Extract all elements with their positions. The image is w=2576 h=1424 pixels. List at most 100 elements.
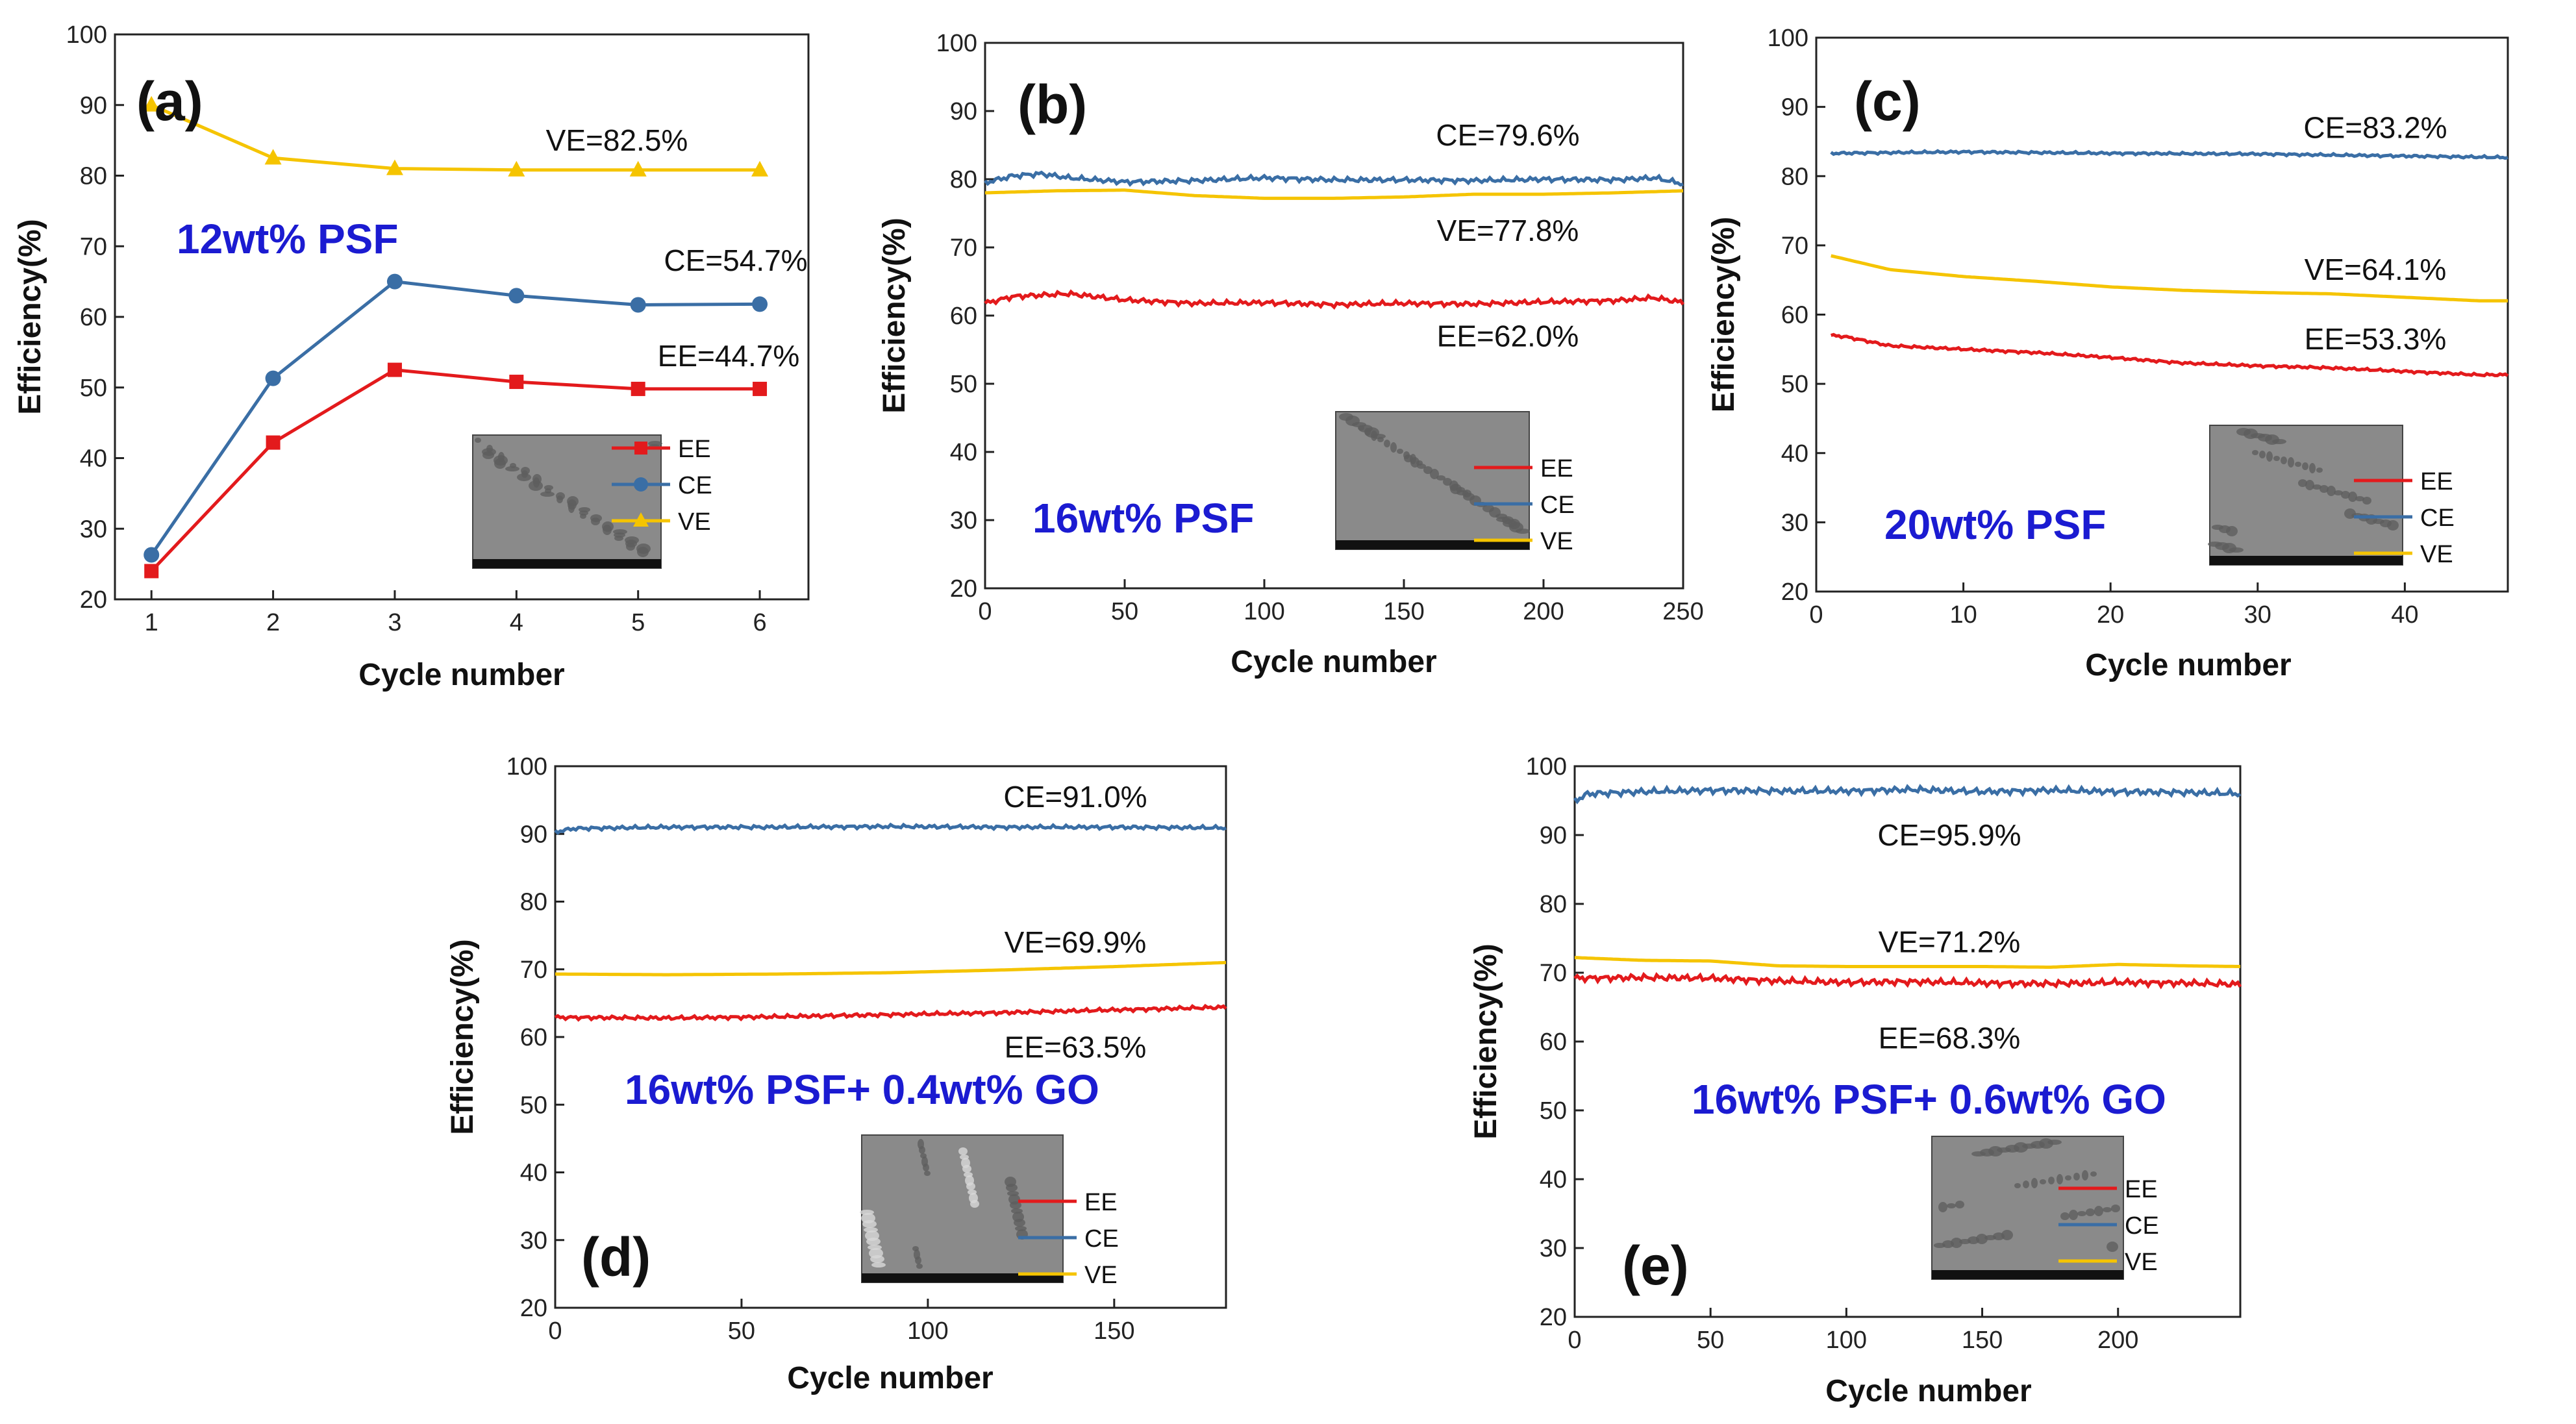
y-tick-label: 90 <box>80 92 107 119</box>
x-tick-label: 150 <box>1962 1327 2003 1354</box>
data-point-ve <box>386 159 403 175</box>
legend-marker-ee <box>634 442 647 455</box>
y-tick-label: 80 <box>1540 891 1567 918</box>
series-line-ce <box>554 822 1227 835</box>
annotation-label: EE=62.0% <box>1437 319 1579 353</box>
data-point-ve <box>264 149 282 165</box>
annotation-label: EE=63.5% <box>1005 1031 1147 1064</box>
annotation-label: VE=82.5% <box>546 123 688 157</box>
y-tick-label: 40 <box>80 445 107 473</box>
series-line-ee <box>1830 332 2509 378</box>
legend: EE CE VE <box>2354 468 2455 568</box>
y-tick-label: 70 <box>1540 960 1567 987</box>
x-tick-label: 250 <box>1662 598 1703 625</box>
legend-label-ce: CE <box>2420 505 2455 532</box>
panel-label: (d) <box>581 1227 651 1288</box>
x-tick-label: 5 <box>631 609 645 636</box>
legend-label-ve: VE <box>678 508 711 536</box>
x-tick-label: 4 <box>510 609 523 636</box>
y-tick-label: 70 <box>1781 232 1808 260</box>
data-point-ee <box>631 381 645 396</box>
x-axis-label: Cycle number <box>1231 645 1436 679</box>
x-tick-label: 50 <box>1697 1327 1724 1354</box>
x-tick-label: 50 <box>1111 598 1138 625</box>
sem-inset-image <box>860 1134 1064 1283</box>
y-tick-label: 60 <box>520 1024 547 1051</box>
y-tick-label: 60 <box>950 303 977 330</box>
panel-label: (a) <box>136 71 203 132</box>
series-line-ve <box>151 103 760 172</box>
y-axis-label: Efficiency(%) <box>1469 943 1503 1139</box>
x-tick-label: 50 <box>728 1318 755 1345</box>
series-line-ee <box>1573 971 2242 990</box>
data-point-ee <box>266 435 281 450</box>
y-tick-label: 30 <box>950 507 977 534</box>
panel-label: (c) <box>1854 71 1921 132</box>
chart-title: 16wt% PSF+ 0.4wt% GO <box>625 1066 1099 1113</box>
y-tick-label: 70 <box>950 234 977 262</box>
y-axis-label: Efficiency(%) <box>13 219 47 414</box>
sem-inset-image <box>1335 411 1530 550</box>
data-point-ce <box>508 288 525 304</box>
series-line-ee <box>554 1003 1227 1022</box>
annotation-label: VE=69.9% <box>1005 925 1147 959</box>
annotation-label: VE=64.1% <box>2305 253 2447 286</box>
x-tick-label: 30 <box>2244 601 2271 629</box>
y-tick-label: 20 <box>950 575 977 603</box>
y-tick-label: 100 <box>1526 753 1567 781</box>
data-point-ve <box>751 160 769 177</box>
legend: EE CE VE <box>2058 1176 2159 1276</box>
x-axis-label: Cycle number <box>787 1361 993 1395</box>
legend-marker-ce <box>634 477 648 492</box>
annotation-label: CE=79.6% <box>1436 118 1579 152</box>
annotation-label: CE=83.2% <box>2303 111 2447 145</box>
chart-panel-a: 20 30 40 50 60 70 80 90 100 1 2 3 4 5 6 Cycle number Eff… <box>13 21 810 692</box>
y-tick-label: 70 <box>80 233 107 260</box>
data-point-ee <box>509 375 524 390</box>
y-tick-label: 100 <box>66 21 107 49</box>
y-tick-label: 40 <box>950 439 977 466</box>
series-line-ve <box>1831 254 2508 303</box>
x-axis-label: Cycle number <box>1825 1374 2031 1408</box>
y-tick-label: 80 <box>1781 163 1808 190</box>
y-tick-label: 70 <box>520 956 547 984</box>
y-tick-label: 20 <box>80 586 107 614</box>
annotation-label: VE=77.8% <box>1437 214 1579 247</box>
y-tick-label: 80 <box>520 889 547 916</box>
x-tick-label: 0 <box>978 598 992 625</box>
y-tick-label: 50 <box>950 371 977 398</box>
legend-label-ce: CE <box>678 472 712 499</box>
y-tick-label: 30 <box>1781 509 1808 536</box>
panel-label: (e) <box>1622 1235 1689 1296</box>
x-tick-label: 40 <box>2391 601 2418 629</box>
data-point-ve <box>143 95 160 112</box>
chart-panel-e: 20 30 40 50 60 70 80 90 100 0 50 100 150 200 Cycle num… <box>1469 753 2242 1408</box>
legend: EE CE VE <box>612 436 712 536</box>
data-point-ce <box>144 547 160 563</box>
legend: EE CE VE <box>1018 1189 1119 1289</box>
legend-label-ve: VE <box>2125 1249 2158 1276</box>
y-tick-label: 90 <box>1781 94 1808 121</box>
x-tick-label: 0 <box>1568 1327 1581 1354</box>
y-tick-label: 30 <box>520 1227 547 1255</box>
y-tick-label: 50 <box>1781 371 1808 398</box>
chart-panel-b: 20 30 40 50 60 70 80 90 100 0 50 100 150 200 250 Cycle … <box>877 30 1704 679</box>
data-point-ce <box>752 296 768 312</box>
data-point-ee <box>144 564 159 579</box>
y-tick-label: 100 <box>936 30 977 57</box>
x-tick-label: 0 <box>548 1318 562 1345</box>
y-tick-label: 40 <box>1540 1166 1567 1193</box>
y-tick-label: 20 <box>1781 579 1808 606</box>
x-axis-label: Cycle number <box>2085 648 2291 682</box>
legend-label-ce: CE <box>1084 1225 1119 1253</box>
legend-label-ve: VE <box>2420 541 2453 568</box>
chart-title: 16wt% PSF+ 0.6wt% GO <box>1692 1076 2166 1123</box>
x-tick-label: 1 <box>145 609 158 636</box>
y-tick-label: 50 <box>520 1092 547 1119</box>
x-tick-label: 6 <box>753 609 766 636</box>
series-line-ve <box>555 960 1227 977</box>
y-tick-label: 60 <box>1540 1029 1567 1056</box>
y-tick-label: 40 <box>1781 440 1808 468</box>
series-line-ce <box>1573 784 2242 805</box>
